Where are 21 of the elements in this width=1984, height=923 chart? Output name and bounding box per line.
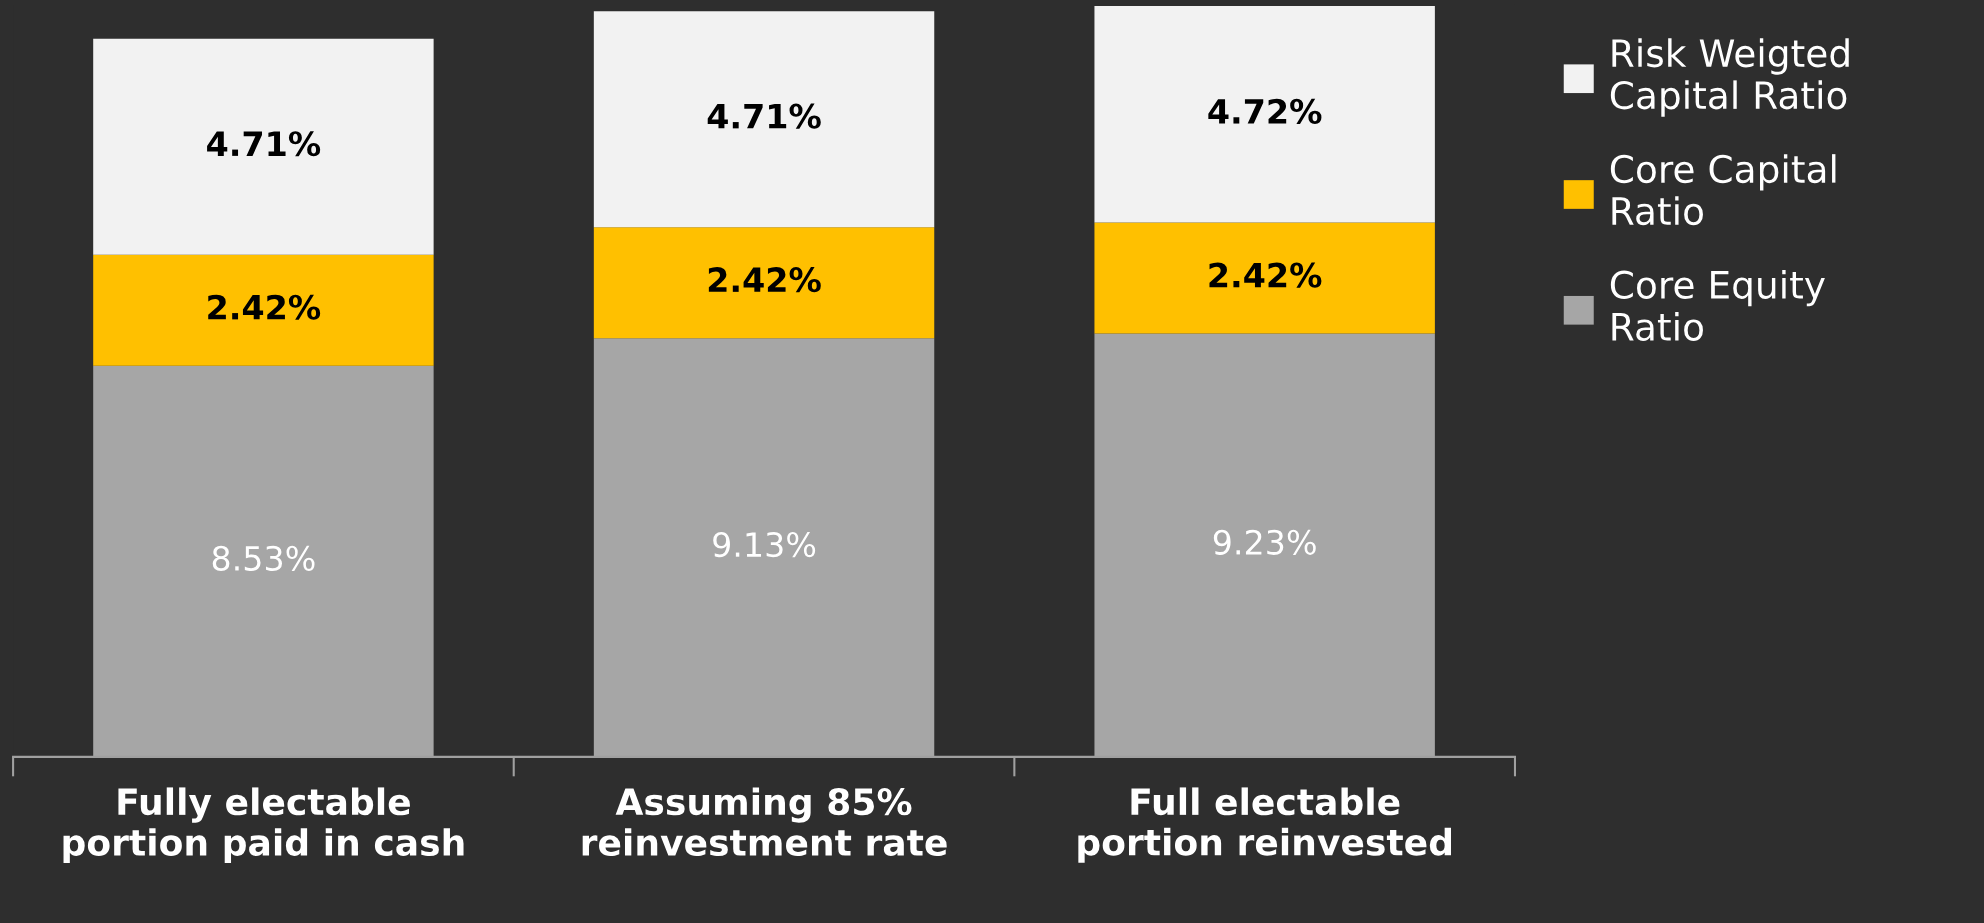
- legend-label: Risk Weigted Capital Ratio: [1610, 38, 1849, 117]
- bar: [1094, 222, 1435, 334]
- data-label: 2.42%: [1209, 262, 1322, 288]
- bar: [93, 38, 434, 255]
- data-label: 9.13%: [713, 531, 816, 558]
- data-label: 2.42%: [208, 294, 321, 320]
- x-tick-label: Fully electable portion paid in cash: [63, 787, 464, 864]
- data-label: 2.42%: [708, 267, 821, 293]
- data-label: 4.71%: [707, 103, 821, 129]
- data-label: 9.23%: [1213, 529, 1316, 555]
- x-tick-label: Full electable portion reinvested: [1078, 787, 1451, 863]
- x-tick-label: Assuming 85% reinvestment rate: [582, 787, 947, 857]
- legend-label: Core Capital Ratio: [1610, 154, 1836, 226]
- data-label: 4.72%: [1208, 98, 1322, 125]
- bar: [93, 254, 434, 366]
- data-label: 4.71%: [207, 131, 321, 157]
- bar: [593, 227, 935, 339]
- legend-label: Core Equity Ratio: [1610, 269, 1825, 341]
- bar: [593, 11, 935, 228]
- bar: [1094, 6, 1435, 223]
- data-label: 8.53%: [212, 545, 315, 571]
